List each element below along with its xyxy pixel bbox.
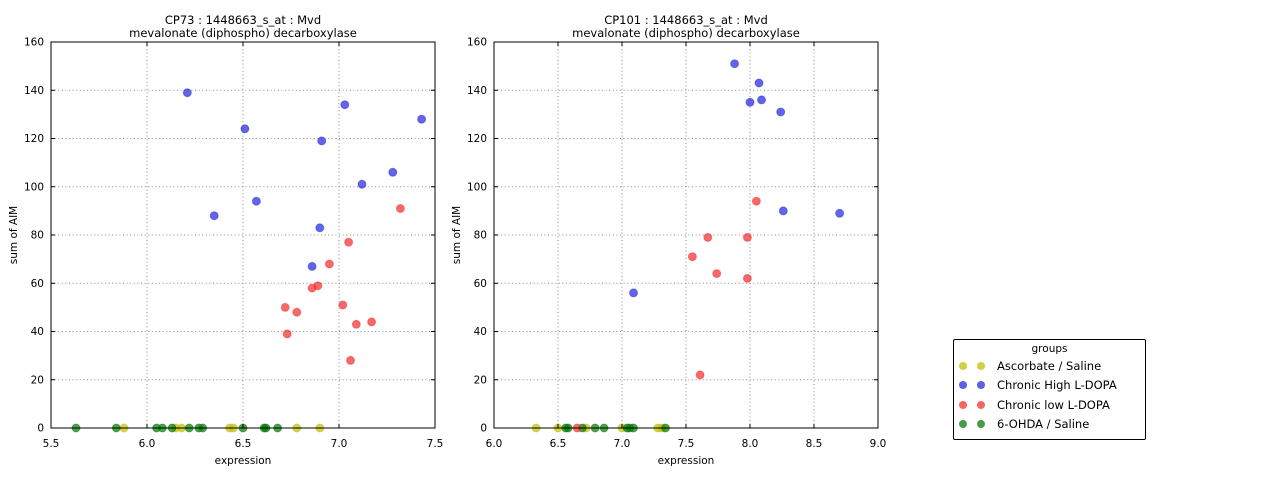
data-point — [695, 370, 705, 380]
data-point — [315, 223, 325, 233]
data-point — [280, 302, 290, 312]
data-point — [776, 107, 786, 117]
x-tick-label: 7.5 — [678, 438, 695, 450]
data-point — [835, 208, 845, 218]
data-point — [388, 167, 398, 177]
legend-title: groups — [1031, 343, 1068, 355]
data-point — [757, 95, 766, 105]
plot-title-line1: CP101 : 1448663_s_at : Mvd — [604, 13, 768, 27]
y-tick-label: 80 — [474, 230, 487, 242]
data-point — [730, 59, 740, 69]
data-point — [313, 281, 323, 291]
legend: groups Ascorbate / Saline Chronic High L-… — [953, 339, 1146, 440]
y-tick-label: 160 — [467, 37, 487, 49]
y-tick-label: 0 — [480, 423, 487, 435]
legend-item-label: Chronic low L-DOPA — [997, 397, 1110, 412]
legend-item-label: Chronic High L-DOPA — [997, 378, 1117, 393]
data-point — [629, 288, 638, 298]
data-point — [209, 211, 219, 221]
legend-marker-icon — [959, 361, 967, 370]
data-point — [417, 114, 427, 124]
x-tick-label: 5.5 — [43, 438, 60, 450]
data-point — [395, 204, 405, 213]
legend-marker-icon — [977, 361, 985, 370]
y-tick-label: 80 — [31, 230, 44, 242]
data-point — [742, 273, 752, 283]
data-point — [357, 179, 367, 189]
legend-marker-icon — [959, 381, 967, 390]
y-tick-label: 120 — [467, 133, 487, 145]
legend-item: Chronic low L-DOPA — [954, 395, 1145, 415]
x-tick-label: 7.5 — [427, 438, 444, 450]
data-point — [742, 232, 752, 242]
legend-item: Chronic High L-DOPA — [954, 376, 1145, 396]
y-tick-label: 140 — [24, 85, 44, 97]
y-tick-label: 120 — [24, 133, 44, 145]
x-tick-label: 7.0 — [331, 438, 348, 450]
x-tick-label: 7.0 — [614, 438, 631, 450]
x-axis-label: expression — [215, 455, 272, 467]
legend-item: 6-OHDA / Saline — [954, 415, 1145, 435]
y-tick-label: 20 — [31, 374, 44, 386]
y-axis-label: sum of AIM — [451, 206, 463, 265]
y-tick-label: 160 — [24, 37, 44, 49]
y-tick-label: 40 — [31, 326, 44, 338]
legend-marker-icon — [959, 420, 967, 429]
x-tick-label: 6.0 — [139, 438, 156, 450]
y-axis-label: sum of AIM — [8, 206, 20, 265]
data-point — [340, 100, 350, 110]
legend-marker-icon — [977, 381, 985, 390]
data-point — [351, 319, 361, 329]
x-tick-label: 8.0 — [742, 438, 759, 450]
data-point — [712, 269, 722, 279]
data-point — [745, 97, 755, 107]
legend-marker-icon — [977, 400, 985, 409]
legend-marker-icon — [959, 400, 967, 409]
y-tick-label: 100 — [467, 181, 487, 193]
y-tick-label: 60 — [474, 278, 487, 290]
data-point — [344, 237, 354, 247]
subplot-left: 5.5 6.0 6.5 7.0 7.5 0 20 40 60 80 100 120 140 160 CP73… — [8, 13, 443, 467]
data-point — [754, 78, 764, 88]
y-tick-label: 40 — [474, 326, 487, 338]
x-tick-label: 6.0 — [486, 438, 503, 450]
data-point — [240, 124, 250, 134]
legend-item-label: Ascorbate / Saline — [997, 358, 1102, 373]
x-tick-label: 6.5 — [235, 438, 252, 450]
data-point — [182, 88, 192, 98]
data-point — [282, 329, 292, 339]
y-tick-label: 140 — [467, 85, 487, 97]
data-point — [703, 232, 713, 242]
x-tick-label: 6.5 — [550, 438, 567, 450]
data-point — [778, 206, 788, 216]
data-point — [687, 252, 697, 262]
data-point — [751, 196, 761, 206]
y-tick-label: 20 — [474, 374, 487, 386]
plot-title-line1: CP73 : 1448663_s_at : Mvd — [165, 13, 321, 27]
x-tick-label: 8.5 — [806, 438, 823, 450]
data-point — [338, 300, 348, 310]
legend-rows: Ascorbate / Saline Chronic High L-DOPA Chr… — [954, 356, 1145, 434]
y-tick-label: 60 — [31, 278, 44, 290]
data-point — [367, 317, 377, 327]
data-point — [317, 136, 327, 146]
data-point — [324, 259, 334, 269]
data-point — [307, 261, 317, 271]
x-axis-label: expression — [658, 455, 715, 467]
y-tick-label: 100 — [24, 181, 44, 193]
data-point — [292, 307, 302, 317]
legend-marker-icon — [977, 420, 985, 429]
data-point — [346, 355, 355, 365]
plot-title-line2: mevalonate (diphospho) decarboxylase — [129, 26, 357, 40]
y-tick-label: 0 — [37, 423, 44, 435]
data-point — [251, 196, 261, 206]
subplot-right: 6.0 6.5 7.0 7.5 8.0 8.5 9.0 0 20 40 60 80 100 120 140 1… — [451, 13, 886, 467]
legend-item-label: 6-OHDA / Saline — [997, 417, 1090, 432]
plot-title-line2: mevalonate (diphospho) decarboxylase — [572, 26, 800, 40]
x-tick-label: 9.0 — [870, 438, 887, 450]
legend-item: Ascorbate / Saline — [954, 356, 1145, 376]
